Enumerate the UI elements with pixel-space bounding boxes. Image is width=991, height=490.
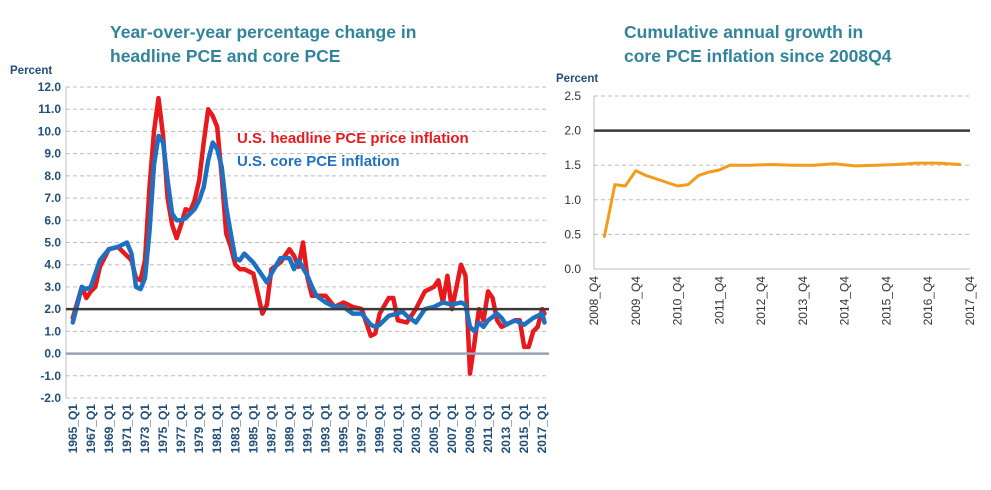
left-x-tick-label: 2005_Q1 bbox=[427, 404, 441, 454]
right-x-tick-label: 2008_Q4 bbox=[587, 276, 601, 326]
left-x-tick-label: 1971_Q1 bbox=[120, 404, 134, 454]
left-y-axis-label: Percent bbox=[10, 65, 52, 77]
left-x-tick-label: 2015_Q1 bbox=[517, 404, 531, 454]
left-x-tick-label: 1987_Q1 bbox=[264, 404, 278, 454]
right-y-tick-label: 2.5 bbox=[564, 89, 581, 103]
left-x-tick-label: 2009_Q1 bbox=[463, 404, 477, 454]
left-x-tick-label: 1977_Q1 bbox=[174, 404, 188, 454]
left-y-tick-label: 6.0 bbox=[44, 213, 61, 227]
left-y-tick-label: 8.0 bbox=[44, 169, 61, 183]
right-x-tick-label: 2013_Q4 bbox=[796, 276, 810, 326]
left-y-tick-label: -2.0 bbox=[40, 391, 61, 405]
right-x-tick-label: 2014_Q4 bbox=[838, 276, 852, 326]
left-x-tick-label: 1991_Q1 bbox=[301, 404, 315, 454]
left-x-tick-label: 2001_Q1 bbox=[391, 404, 405, 454]
left-x-tick-label: 2013_Q1 bbox=[499, 404, 513, 454]
left-x-tick-label: 1975_Q1 bbox=[156, 404, 170, 454]
left-y-tick-label: 5.0 bbox=[44, 236, 61, 250]
right-chart-title: Cumulative annual growth in core PCE inf… bbox=[624, 20, 891, 68]
left-x-tick-label: 1969_Q1 bbox=[102, 404, 116, 454]
right-x-tick-label: 2011_Q4 bbox=[712, 276, 726, 325]
left-x-tick-label: 2003_Q1 bbox=[409, 404, 423, 454]
left-x-tick-label: 1999_Q1 bbox=[373, 404, 387, 454]
left-y-tick-label: 11.0 bbox=[38, 102, 61, 116]
left-x-tick-label: 1979_Q1 bbox=[192, 404, 206, 454]
left-x-tick-label: 2017_Q1 bbox=[535, 404, 549, 454]
left-y-tick-label: 0.0 bbox=[44, 347, 61, 361]
left-x-tick-label: 1983_Q1 bbox=[228, 404, 242, 454]
right-chart-title-line2: core PCE inflation since 2008Q4 bbox=[624, 46, 892, 66]
legend-headline-pce: U.S. headline PCE price inflation bbox=[237, 130, 469, 147]
left-x-tick-label: 1997_Q1 bbox=[355, 404, 369, 454]
left-chart-title-line1: Year-over-year percentage change in bbox=[110, 22, 417, 42]
left-x-tick-label: 2007_Q1 bbox=[445, 404, 459, 454]
right-x-tick-label: 2009_Q4 bbox=[629, 276, 643, 326]
right-y-tick-label: 1.5 bbox=[564, 158, 581, 172]
left-x-tick-label: 1967_Q1 bbox=[84, 404, 98, 454]
left-y-tick-label: 9.0 bbox=[44, 147, 61, 161]
left-x-tick-label: 1965_Q1 bbox=[66, 404, 80, 454]
left-chart-title-line2: headline PCE and core PCE bbox=[110, 46, 341, 66]
left-y-tick-label: 2.0 bbox=[44, 302, 61, 316]
right-x-tick-label: 2010_Q4 bbox=[671, 276, 685, 326]
left-y-tick-label: 3.0 bbox=[44, 280, 61, 294]
headline-pce-line bbox=[70, 95, 547, 376]
right-x-tick-label: 2012_Q4 bbox=[754, 276, 768, 326]
left-x-tick-label: 1989_Q1 bbox=[282, 404, 296, 454]
right-y-tick-label: 0.0 bbox=[564, 262, 581, 276]
right-y-tick-label: 0.5 bbox=[564, 227, 581, 241]
core-pce-line bbox=[70, 133, 547, 334]
left-y-tick-label: 10.0 bbox=[38, 124, 62, 138]
left-y-tick-label: -1.0 bbox=[40, 369, 61, 383]
left-x-tick-label: 2011_Q1 bbox=[481, 404, 495, 453]
cumulative-core-pce-line bbox=[602, 161, 962, 238]
left-chart-title: Year-over-year percentage change in head… bbox=[110, 20, 416, 68]
left-x-tick-label: 1995_Q1 bbox=[337, 404, 351, 454]
right-x-tick-label: 2015_Q4 bbox=[879, 276, 893, 326]
right-y-tick-label: 2.0 bbox=[564, 124, 581, 138]
left-x-tick-label: 1973_Q1 bbox=[138, 404, 152, 454]
left-y-tick-label: 12.0 bbox=[38, 80, 62, 94]
right-x-tick-label: 2017_Q4 bbox=[963, 276, 977, 326]
right-y-tick-label: 1.0 bbox=[564, 193, 581, 207]
left-x-tick-label: 1993_Q1 bbox=[319, 404, 333, 454]
left-x-tick-label: 1985_Q1 bbox=[246, 404, 260, 454]
right-x-tick-label: 2016_Q4 bbox=[921, 276, 935, 326]
left-y-tick-label: 4.0 bbox=[44, 258, 61, 272]
left-x-tick-label: 1981_Q1 bbox=[210, 404, 224, 454]
right-chart-title-line1: Cumulative annual growth in bbox=[624, 22, 864, 42]
right-y-axis-label: Percent bbox=[556, 73, 598, 85]
left-y-tick-label: 7.0 bbox=[44, 191, 61, 205]
legend-core-pce: U.S. core PCE inflation bbox=[237, 153, 400, 170]
left-y-tick-label: 1.0 bbox=[44, 324, 61, 338]
